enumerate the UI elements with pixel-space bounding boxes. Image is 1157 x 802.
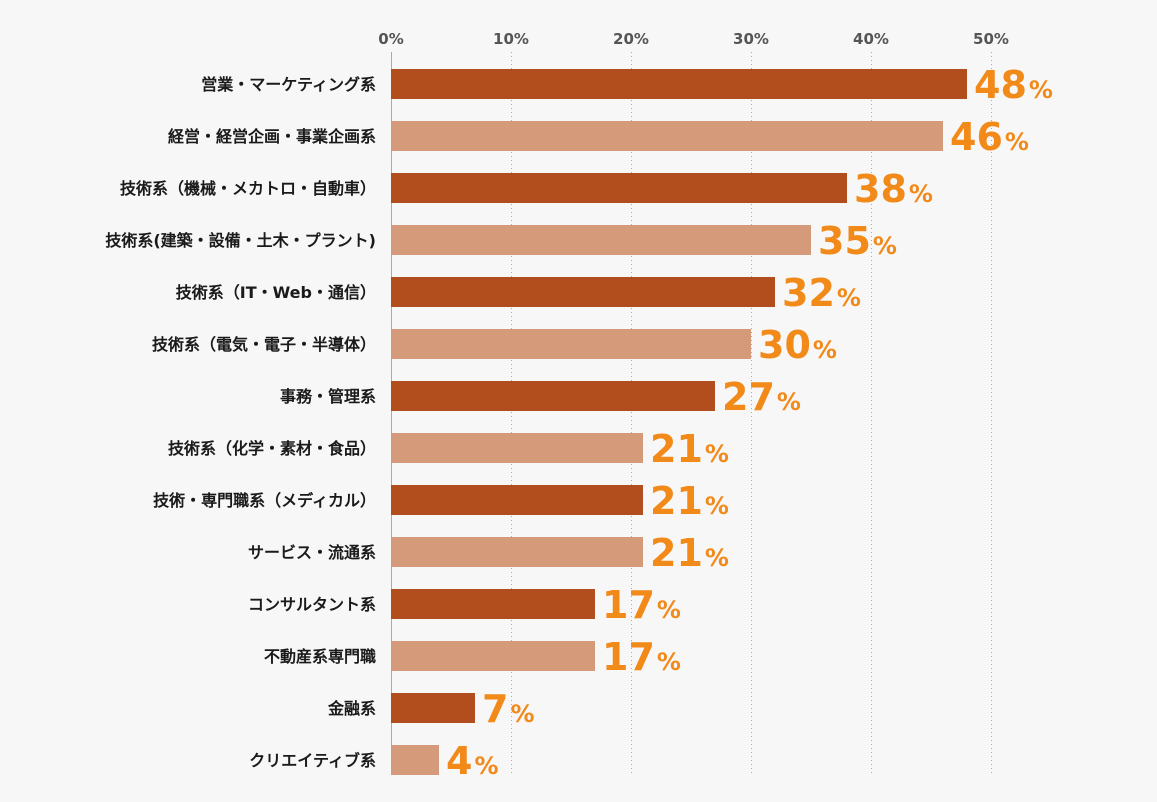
- data-label-unit: %: [873, 232, 897, 260]
- bar: [391, 225, 811, 255]
- bar: [391, 121, 943, 151]
- category-label: 経営・経営企画・事業企画系: [168, 127, 376, 146]
- data-label-value: 21: [650, 427, 703, 471]
- data-label-value: 4: [446, 739, 472, 783]
- data-label-unit: %: [657, 648, 681, 676]
- x-tick-label: 50%: [973, 30, 1009, 48]
- data-label: 21%: [650, 531, 729, 575]
- category-label: 不動産系専門職: [264, 647, 376, 666]
- data-label: 21%: [650, 479, 729, 523]
- data-label-value: 46: [950, 115, 1003, 159]
- data-label: 21%: [650, 427, 729, 471]
- data-label-value: 30: [758, 323, 811, 367]
- data-label-value: 21: [650, 531, 703, 575]
- data-label-unit: %: [813, 336, 837, 364]
- data-label-value: 35: [818, 219, 871, 263]
- bar: [391, 433, 643, 463]
- data-label: 35%: [818, 219, 897, 263]
- data-label-unit: %: [705, 440, 729, 468]
- bar: [391, 537, 643, 567]
- bar: [391, 693, 475, 723]
- category-label: 技術系（機械・メカトロ・自動車）: [120, 179, 376, 198]
- data-label: 27%: [722, 375, 801, 419]
- category-label: サービス・流通系: [248, 543, 376, 562]
- category-label: 技術・専門職系（メディカル）: [153, 491, 376, 510]
- x-tick-label: 30%: [733, 30, 769, 48]
- category-label: 金融系: [327, 699, 376, 718]
- data-label: 32%: [782, 271, 861, 315]
- category-label: 事務・管理系: [280, 387, 376, 406]
- x-tick-label: 20%: [613, 30, 649, 48]
- data-label: 30%: [758, 323, 837, 367]
- data-label-unit: %: [777, 388, 801, 416]
- data-label: 17%: [602, 635, 681, 679]
- x-tick-label: 40%: [853, 30, 889, 48]
- bar: [391, 277, 775, 307]
- category-label: 技術系（電気・電子・半導体）: [152, 335, 376, 354]
- bar: [391, 589, 595, 619]
- bar: [391, 485, 643, 515]
- data-label: 7%: [482, 687, 535, 731]
- data-label-value: 7: [482, 687, 508, 731]
- bar: [391, 745, 439, 775]
- data-label: 48%: [974, 63, 1053, 107]
- data-label-value: 21: [650, 479, 703, 523]
- data-label-unit: %: [909, 180, 933, 208]
- x-tick-label: 0%: [378, 30, 403, 48]
- data-label-value: 17: [602, 583, 655, 627]
- bar: [391, 329, 751, 359]
- data-label: 17%: [602, 583, 681, 627]
- category-label: 技術系（IT・Web・通信）: [176, 283, 376, 302]
- category-label: クリエイティブ系: [249, 751, 376, 770]
- data-label-value: 48: [974, 63, 1027, 107]
- data-label: 38%: [854, 167, 933, 211]
- data-label: 4%: [446, 739, 499, 783]
- data-label-unit: %: [1005, 128, 1029, 156]
- data-label-value: 38: [854, 167, 907, 211]
- data-label-value: 27: [722, 375, 775, 419]
- data-label-unit: %: [837, 284, 861, 312]
- data-label-unit: %: [510, 700, 534, 728]
- data-label-unit: %: [474, 752, 498, 780]
- data-label-unit: %: [657, 596, 681, 624]
- bar: [391, 641, 595, 671]
- data-label-unit: %: [705, 544, 729, 572]
- bar: [391, 173, 847, 203]
- category-label: 営業・マーケティング系: [201, 75, 376, 94]
- data-label-value: 17: [602, 635, 655, 679]
- category-label: 技術系（化学・素材・食品）: [168, 439, 376, 458]
- data-label: 46%: [950, 115, 1029, 159]
- data-label-value: 32: [782, 271, 835, 315]
- bar: [391, 69, 967, 99]
- x-tick-label: 10%: [493, 30, 529, 48]
- category-label: コンサルタント系: [248, 595, 376, 614]
- bar: [391, 381, 715, 411]
- data-label-unit: %: [1029, 76, 1053, 104]
- category-label: 技術系(建築・設備・土木・プラント): [105, 231, 376, 250]
- data-label-unit: %: [705, 492, 729, 520]
